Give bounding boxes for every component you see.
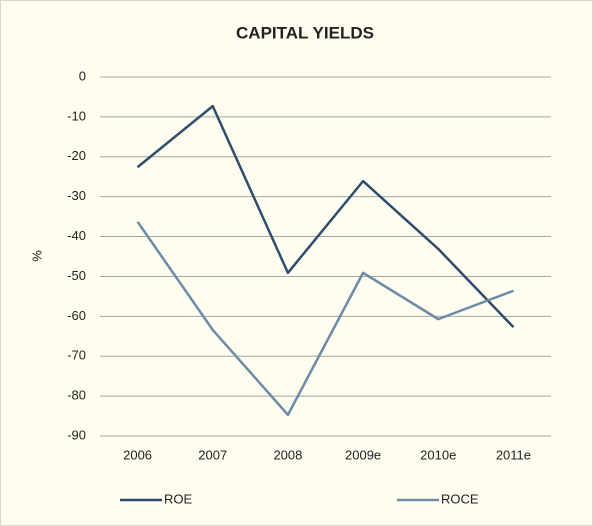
y-tick-label: -10	[67, 108, 86, 123]
x-tick-label: 2008	[273, 447, 302, 462]
y-tick-label: -20	[67, 148, 86, 163]
chart-title: CAPITAL YIELDS	[236, 23, 374, 42]
x-tick-label: 2006	[123, 447, 152, 462]
y-tick-label: -60	[67, 308, 86, 323]
x-tick-label: 2007	[198, 447, 227, 462]
x-tick-label: 2010e	[420, 447, 456, 462]
y-tick-label: -90	[67, 427, 86, 442]
legend-label: ROE	[164, 491, 193, 506]
y-axis-label: %	[29, 250, 44, 262]
line-series	[136, 104, 515, 328]
y-tick-label: -50	[67, 268, 86, 283]
legend-label: ROCE	[441, 491, 479, 506]
y-tick-label: 0	[79, 68, 86, 83]
x-tick-label: 2011e	[496, 447, 531, 462]
x-tick-label: 2009e	[345, 447, 381, 462]
y-tick-label: -30	[67, 188, 86, 203]
y-tick-label: -70	[67, 348, 86, 363]
line-series	[136, 221, 514, 417]
y-tick-label: -40	[67, 228, 86, 243]
y-tick-label: -80	[67, 388, 86, 403]
